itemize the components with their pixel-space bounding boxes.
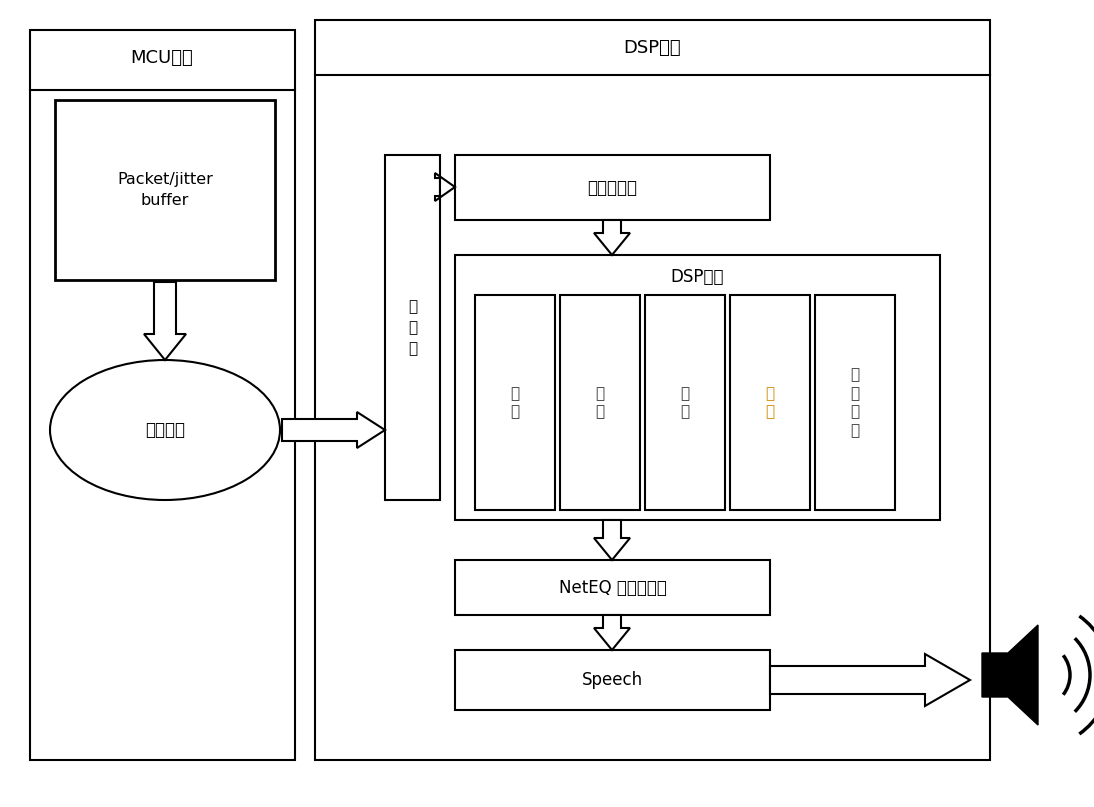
Bar: [30, 30, 295, 760]
Bar: [645, 295, 725, 510]
Polygon shape: [594, 615, 630, 650]
Bar: [455, 650, 770, 710]
Bar: [475, 295, 555, 510]
Text: Packet/jitter
buffer: Packet/jitter buffer: [117, 172, 213, 208]
Ellipse shape: [50, 360, 280, 500]
Polygon shape: [770, 654, 970, 706]
Text: MCU模块: MCU模块: [130, 49, 194, 67]
Text: DSP模块: DSP模块: [624, 39, 680, 57]
Bar: [385, 155, 440, 500]
Bar: [55, 100, 275, 280]
Polygon shape: [435, 173, 455, 201]
Polygon shape: [982, 625, 1038, 725]
Text: 加
速: 加 速: [511, 386, 520, 420]
Polygon shape: [594, 220, 630, 255]
Bar: [815, 295, 895, 510]
Text: 丢
包
补
偿: 丢 包 补 偿: [850, 367, 860, 438]
Polygon shape: [594, 520, 630, 560]
Text: 解
码
器: 解 码 器: [408, 299, 417, 356]
Bar: [730, 295, 810, 510]
Text: 解码缓冲区: 解码缓冲区: [587, 178, 638, 196]
Bar: [455, 155, 770, 220]
Text: DSP处理: DSP处理: [671, 268, 724, 286]
Polygon shape: [282, 412, 385, 448]
Text: Speech: Speech: [582, 671, 643, 689]
Text: 融
合: 融 合: [766, 386, 775, 420]
Polygon shape: [144, 282, 186, 360]
Bar: [560, 295, 640, 510]
Bar: [455, 255, 940, 520]
Bar: [315, 20, 990, 760]
Text: 正
常: 正 常: [680, 386, 689, 420]
Text: NetEQ 算法缓冲区: NetEQ 算法缓冲区: [559, 579, 666, 596]
Bar: [455, 560, 770, 615]
Text: 共享内存: 共享内存: [146, 421, 185, 439]
Text: 慢
速: 慢 速: [595, 386, 605, 420]
